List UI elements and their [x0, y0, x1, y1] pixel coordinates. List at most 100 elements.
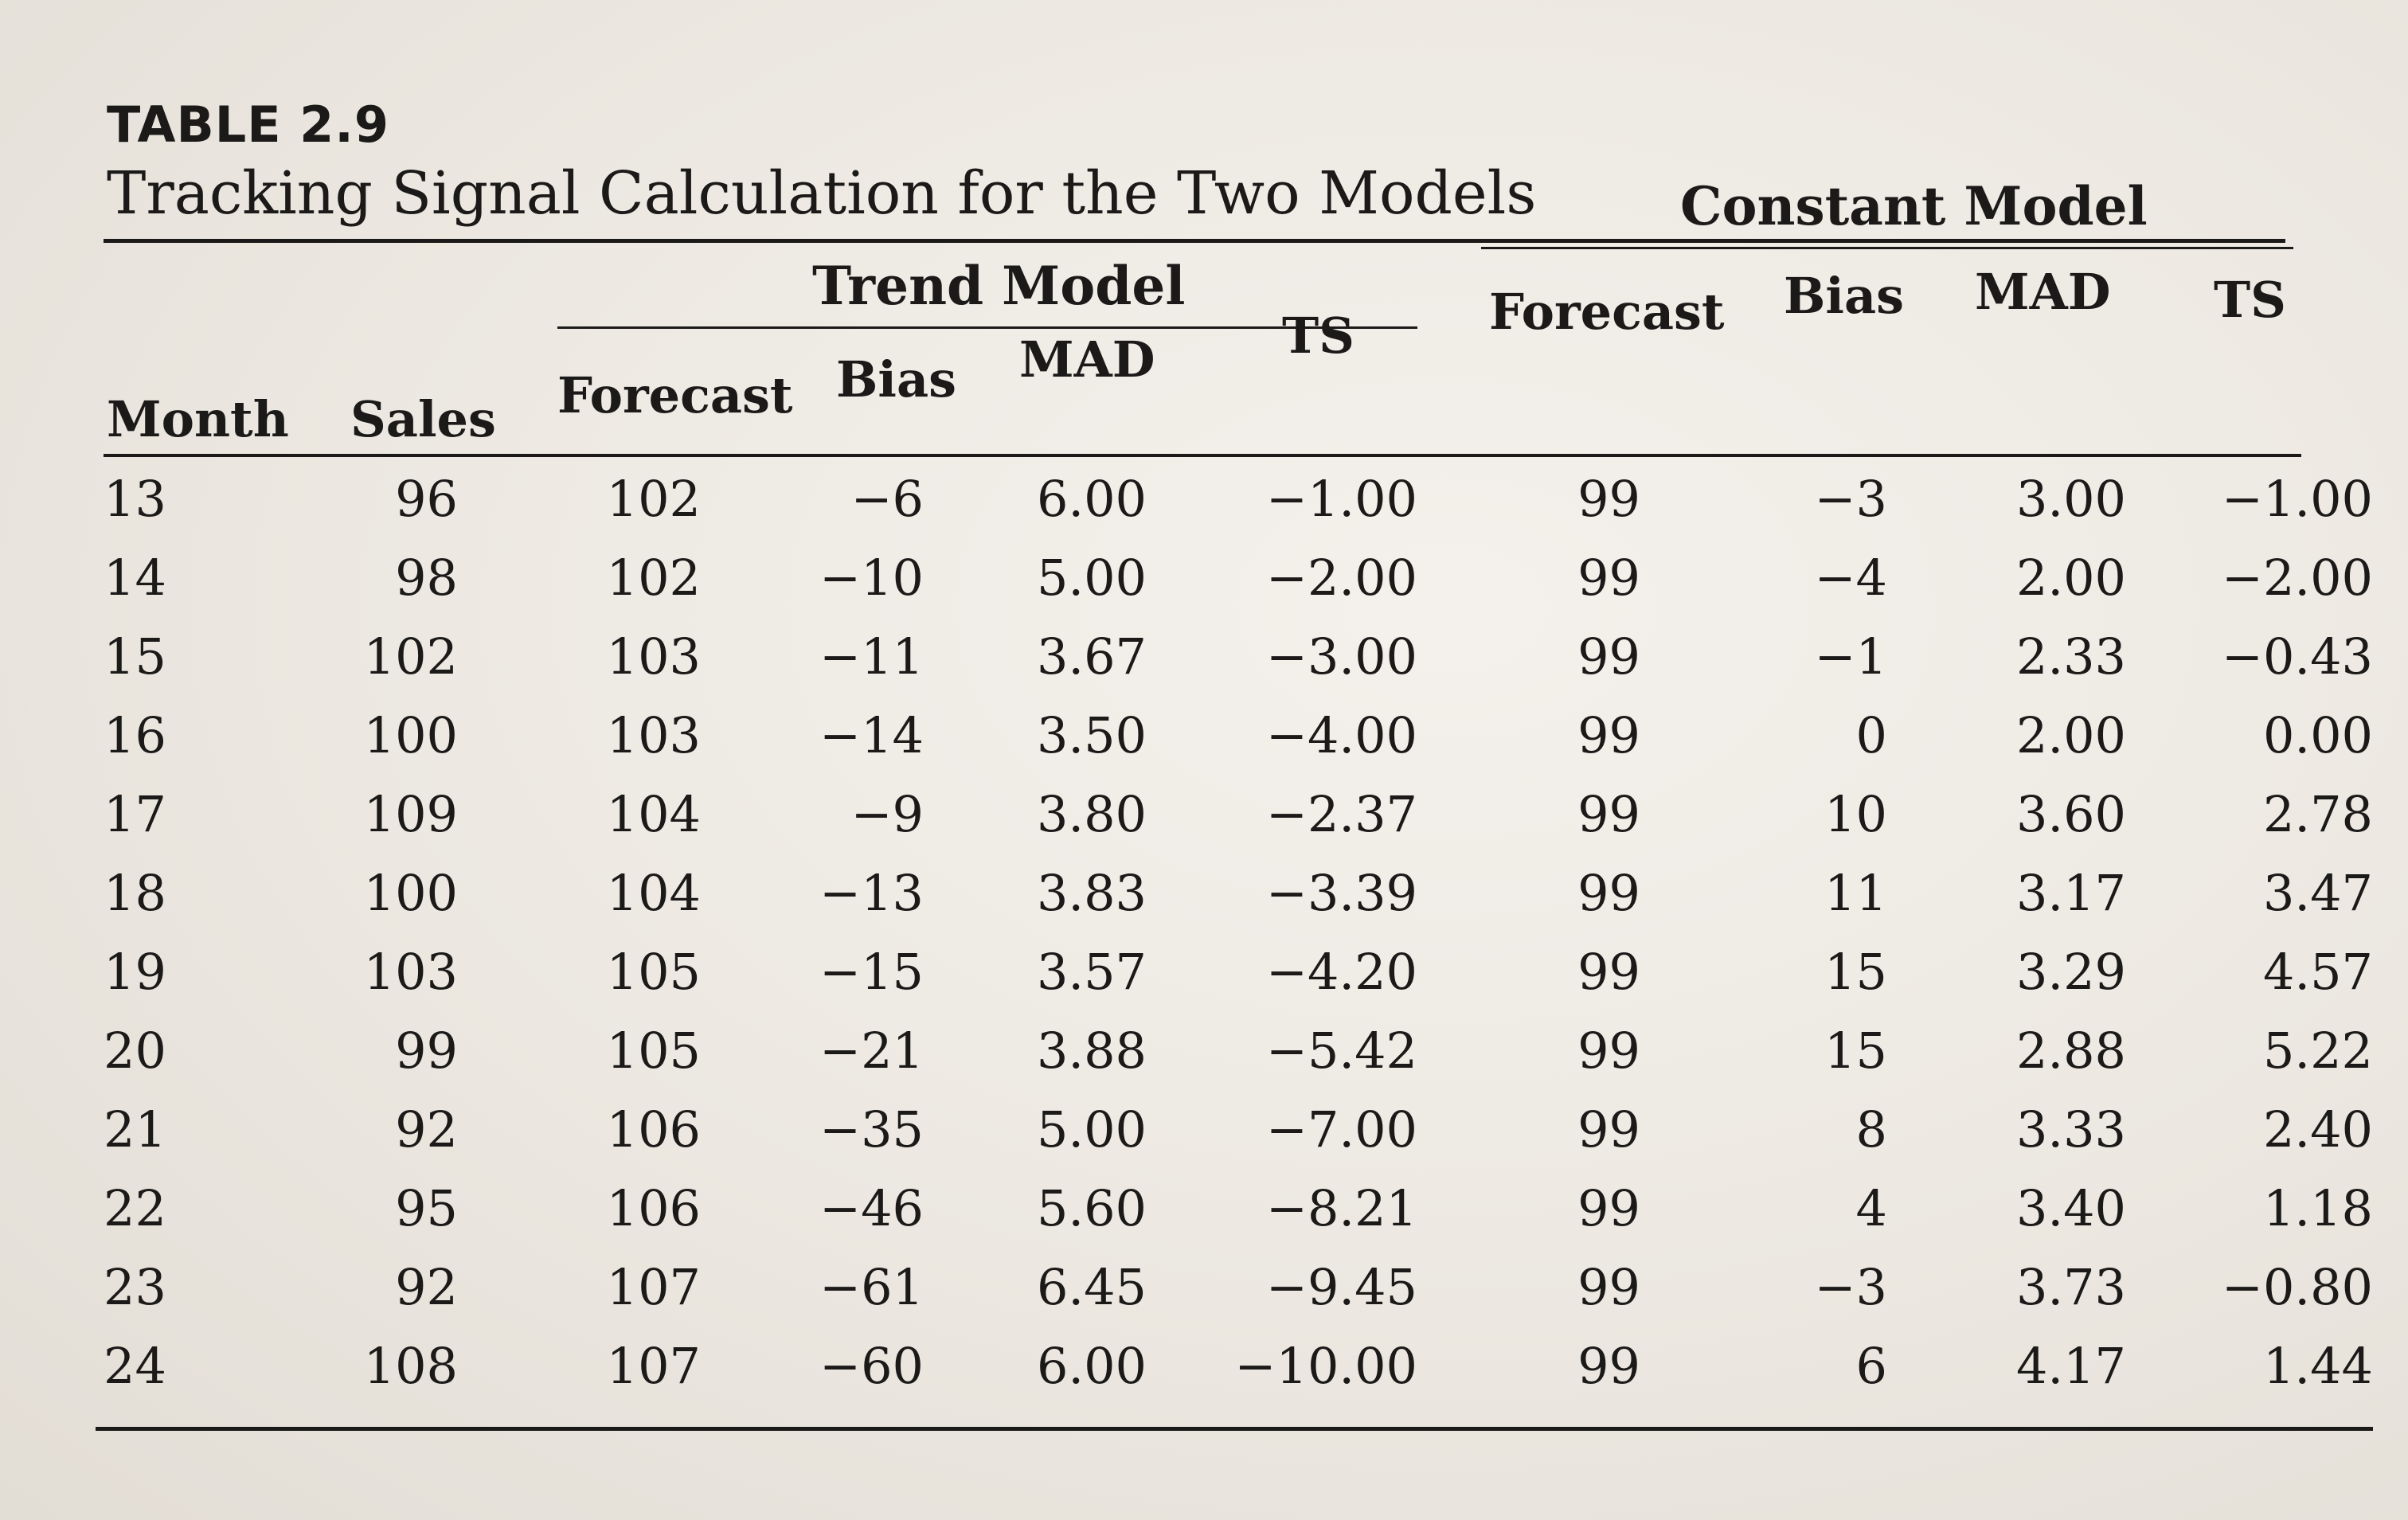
constant-forecast-cell: 99 — [1577, 1022, 1640, 1080]
table-row: 17 109 104 −9 3.80 −2.37 99 10 3.60 2.78 — [96, 785, 2373, 864]
trend-ts-cell: −9.45 — [1266, 1258, 1417, 1316]
trend-ts-cell: −3.39 — [1266, 864, 1417, 922]
trend-bias-cell: −13 — [819, 864, 924, 922]
constant-ts-cell: 2.78 — [2262, 785, 2373, 843]
trend-forecast-cell: 104 — [606, 785, 701, 843]
trend-ts-cell: −10.00 — [1234, 1337, 1417, 1395]
table-row: 19 103 105 −15 3.57 −4.20 99 15 3.29 4.57 — [96, 943, 2373, 1022]
constant-bias-cell: −3 — [1814, 470, 1887, 528]
month-cell: 24 — [104, 1337, 166, 1395]
constant-mad-cell: 2.88 — [2015, 1022, 2126, 1080]
constant-ts-cell: 5.22 — [2262, 1022, 2373, 1080]
month-cell: 14 — [104, 549, 166, 607]
trend-forecast-cell: 107 — [606, 1337, 701, 1395]
constant-mad-cell: 3.40 — [2015, 1179, 2126, 1237]
trend-forecast-cell: 106 — [606, 1179, 701, 1237]
month-cell: 21 — [104, 1100, 166, 1159]
trend-ts-cell: −2.00 — [1266, 549, 1417, 607]
constant-bias-cell: 15 — [1824, 943, 1887, 1001]
trend-forecast-cell: 103 — [606, 627, 701, 686]
constant-forecast-cell: 99 — [1577, 943, 1640, 1001]
trend-mad-cell: 3.50 — [1036, 706, 1147, 764]
trend-ts-cell: −4.20 — [1266, 943, 1417, 1001]
sales-cell: 108 — [363, 1337, 458, 1395]
table-row: 20 99 105 −21 3.88 −5.42 99 15 2.88 5.22 — [96, 1022, 2373, 1100]
trend-ts-cell: −1.00 — [1266, 470, 1417, 528]
constant-bias-cell: −3 — [1814, 1258, 1887, 1316]
trend-bias-cell: −10 — [819, 549, 924, 607]
trend-mad-cell: 5.00 — [1036, 1100, 1147, 1159]
month-cell: 18 — [104, 864, 166, 922]
col-constant-bias: Bias — [1784, 267, 1905, 325]
constant-ts-cell: 4.57 — [2262, 943, 2373, 1001]
month-cell: 15 — [104, 627, 166, 686]
col-trend-bias: Bias — [836, 350, 957, 408]
trend-bias-cell: −9 — [850, 785, 924, 843]
constant-bias-cell: 11 — [1824, 864, 1887, 922]
constant-forecast-cell: 99 — [1577, 1179, 1640, 1237]
trend-bias-cell: −61 — [819, 1258, 924, 1316]
col-constant-mad: MAD — [1975, 263, 2111, 321]
sales-cell: 92 — [395, 1258, 458, 1316]
trend-forecast-cell: 105 — [606, 1022, 701, 1080]
trend-mad-cell: 3.80 — [1036, 785, 1147, 843]
constant-mad-cell: 3.29 — [2015, 943, 2126, 1001]
trend-forecast-cell: 102 — [606, 549, 701, 607]
constant-ts-cell: 1.44 — [2262, 1337, 2373, 1395]
sales-cell: 109 — [363, 785, 458, 843]
constant-forecast-cell: 99 — [1577, 706, 1640, 764]
constant-ts-cell: 0.00 — [2262, 706, 2373, 764]
constant-ts-cell: −0.80 — [2222, 1258, 2373, 1316]
trend-bias-cell: −15 — [819, 943, 924, 1001]
constant-bias-cell: 10 — [1824, 785, 1887, 843]
constant-bias-cell: 8 — [1855, 1100, 1887, 1159]
trend-bias-cell: −14 — [819, 706, 924, 764]
constant-mad-cell: 2.00 — [2015, 549, 2126, 607]
col-constant-forecast: Forecast — [1489, 283, 1725, 341]
table-row: 13 96 102 −6 6.00 −1.00 99 −3 3.00 −1.00 — [96, 470, 2373, 549]
constant-bias-cell: 6 — [1855, 1337, 1887, 1395]
constant-model-rule — [1481, 247, 2293, 249]
table-row: 24 108 107 −60 6.00 −10.00 99 6 4.17 1.44 — [96, 1337, 2373, 1416]
month-cell: 23 — [104, 1258, 166, 1316]
trend-bias-cell: −11 — [819, 627, 924, 686]
col-trend-mad: MAD — [1019, 330, 1155, 389]
col-trend-ts: TS — [1282, 307, 1354, 365]
trend-mad-cell: 5.60 — [1036, 1179, 1147, 1237]
constant-forecast-cell: 99 — [1577, 627, 1640, 686]
trend-bias-cell: −6 — [850, 470, 924, 528]
constant-bias-cell: −4 — [1814, 549, 1887, 607]
trend-ts-cell: −7.00 — [1266, 1100, 1417, 1159]
trend-ts-cell: −4.00 — [1266, 706, 1417, 764]
constant-forecast-cell: 99 — [1577, 470, 1640, 528]
sales-cell: 100 — [363, 864, 458, 922]
table-row: 16 100 103 −14 3.50 −4.00 99 0 2.00 0.00 — [96, 706, 2373, 785]
sales-cell: 95 — [395, 1179, 458, 1237]
month-cell: 22 — [104, 1179, 166, 1237]
constant-mad-cell: 3.73 — [2015, 1258, 2126, 1316]
trend-mad-cell: 3.83 — [1036, 864, 1147, 922]
constant-ts-cell: −2.00 — [2222, 549, 2373, 607]
table-label: TABLE 2.9 — [107, 96, 389, 154]
sales-cell: 99 — [395, 1022, 458, 1080]
trend-mad-cell: 5.00 — [1036, 549, 1147, 607]
sales-cell: 102 — [363, 627, 458, 686]
sales-cell: 96 — [395, 470, 458, 528]
trend-forecast-cell: 106 — [606, 1100, 701, 1159]
constant-ts-cell: −1.00 — [2222, 470, 2373, 528]
constant-mad-cell: 3.60 — [2015, 785, 2126, 843]
constant-ts-cell: 2.40 — [2262, 1100, 2373, 1159]
month-cell: 20 — [104, 1022, 166, 1080]
trend-mad-cell: 6.00 — [1036, 470, 1147, 528]
constant-forecast-cell: 99 — [1577, 1337, 1640, 1395]
trend-ts-cell: −2.37 — [1266, 785, 1417, 843]
table-row: 15 102 103 −11 3.67 −3.00 99 −1 2.33 −0.43 — [96, 627, 2373, 706]
sales-cell: 103 — [363, 943, 458, 1001]
trend-mad-cell: 6.00 — [1036, 1337, 1147, 1395]
constant-mad-cell: 2.00 — [2015, 706, 2126, 764]
month-cell: 19 — [104, 943, 166, 1001]
trend-bias-cell: −21 — [819, 1022, 924, 1080]
trend-mad-cell: 3.88 — [1036, 1022, 1147, 1080]
trend-mad-cell: 3.57 — [1036, 943, 1147, 1001]
